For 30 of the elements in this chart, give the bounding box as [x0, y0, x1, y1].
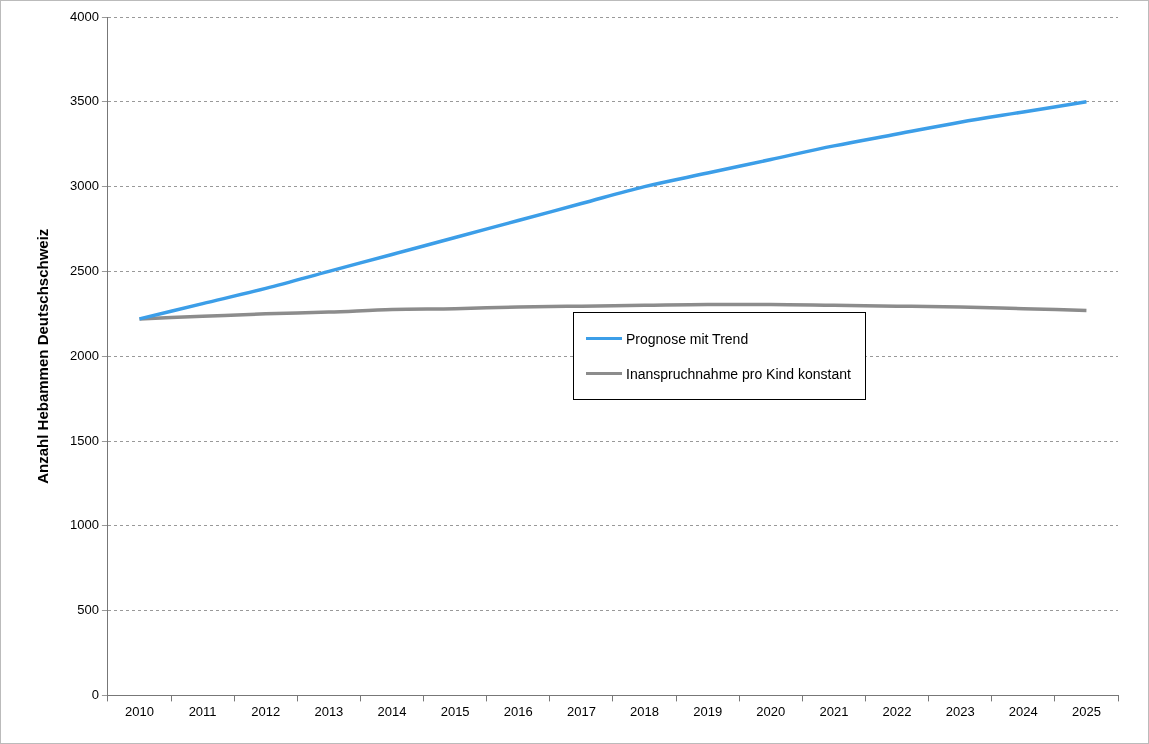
x-tick-label: 2011 [188, 703, 217, 719]
x-tick-label: 2018 [630, 703, 659, 719]
x-tick-label: 2024 [1008, 703, 1038, 719]
y-tick-label: 0 [91, 686, 99, 702]
x-tick-label: 2021 [819, 703, 849, 719]
x-tick-label: 2020 [756, 703, 786, 719]
x-tick-label: 2014 [377, 703, 407, 719]
y-tick-label: 500 [77, 602, 99, 618]
y-tick-label: 2500 [70, 262, 99, 278]
x-tick-label: 2013 [314, 703, 344, 719]
legend-label: Inanspruchnahme pro Kind konstant [626, 365, 851, 382]
y-tick-label: 3500 [70, 93, 99, 109]
x-tick-label: 2025 [1071, 703, 1101, 719]
y-tick-label: 1000 [70, 517, 99, 533]
y-tick-label: 2000 [70, 347, 99, 363]
line-series [137, 100, 1089, 321]
x-tick-label: 2012 [251, 703, 281, 719]
line-series [137, 302, 1089, 321]
x-tick-label: 2010 [125, 703, 154, 719]
x-tick-label: 2023 [945, 703, 975, 719]
x-tick-label: 2022 [882, 703, 912, 719]
x-tick-label: 2015 [440, 703, 470, 719]
y-axis-title: Anzahl Hebammen Deutschschweiz [34, 228, 52, 484]
y-tick-label: 1500 [70, 432, 99, 448]
legend-label: Prognose mit Trend [626, 330, 749, 347]
x-tick-label: 2016 [503, 703, 533, 719]
y-tick-label: 4000 [70, 8, 99, 24]
y-tick-label: 3000 [70, 178, 99, 194]
x-tick-label: 2019 [693, 703, 723, 719]
x-tick-label: 2017 [566, 703, 596, 719]
